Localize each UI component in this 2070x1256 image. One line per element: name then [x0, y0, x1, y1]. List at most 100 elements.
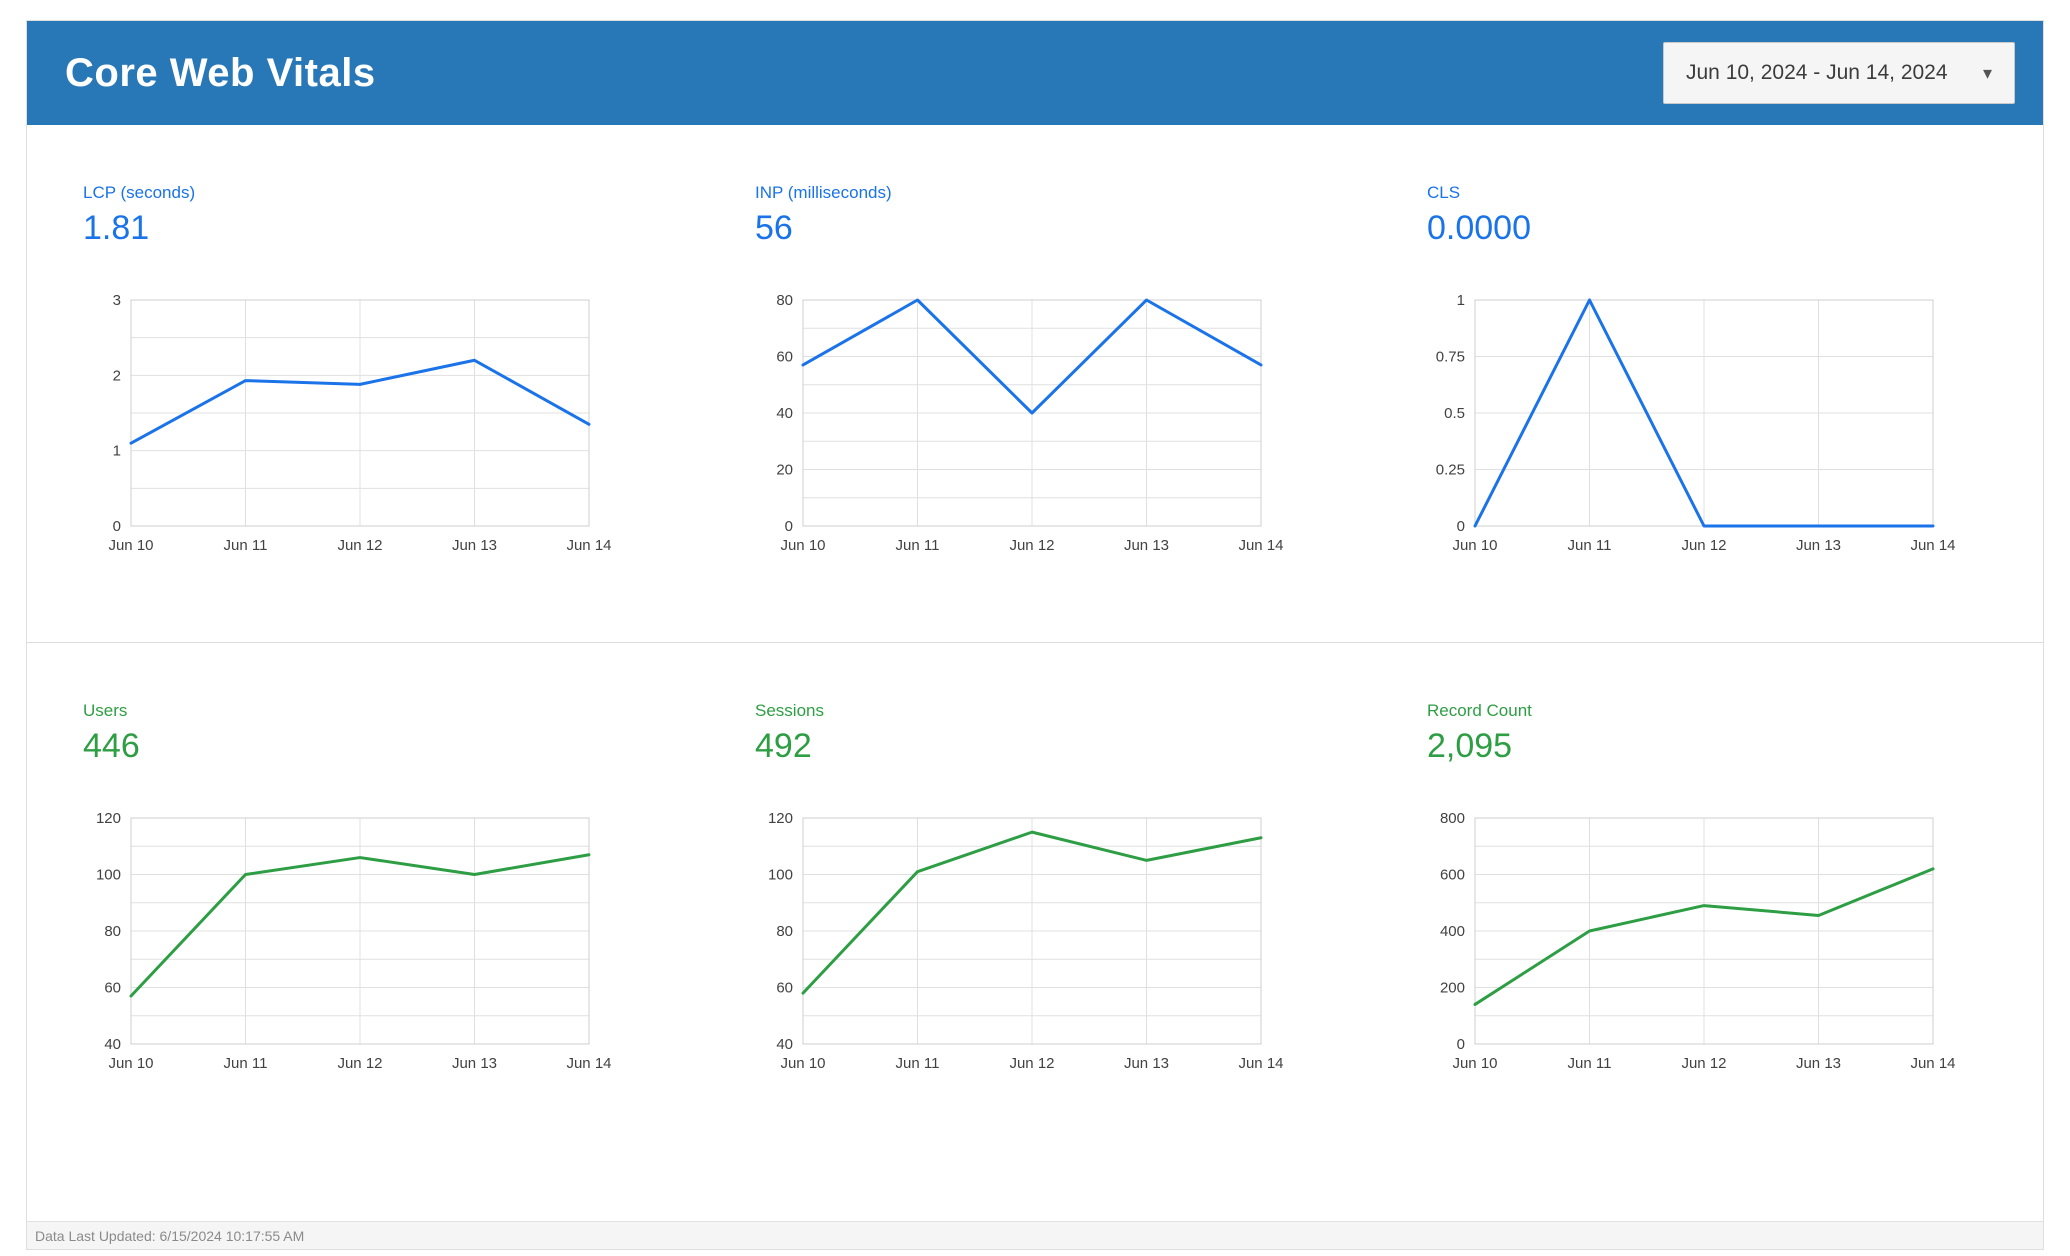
svg-text:2: 2 — [113, 367, 121, 384]
row-divider — [27, 642, 2043, 643]
svg-text:40: 40 — [776, 405, 793, 422]
svg-text:40: 40 — [104, 1036, 121, 1053]
last-updated-text: Data Last Updated: 6/15/2024 10:17:55 AM — [35, 1227, 305, 1244]
report-title: Core Web Vitals — [65, 50, 376, 95]
report-footer: Data Last Updated: 6/15/2024 10:17:55 AM — [27, 1221, 2043, 1249]
svg-text:80: 80 — [776, 294, 793, 309]
date-range-label: Jun 10, 2024 - Jun 14, 2024 — [1686, 61, 1948, 84]
svg-text:20: 20 — [776, 462, 793, 479]
svg-text:0.25: 0.25 — [1436, 462, 1465, 479]
svg-text:60: 60 — [776, 980, 793, 997]
line-chart[interactable]: 0 0.25 0.5 0.75 1 Jun 10 Jun 11 Jun 12 Jun 13 Jun… — [1427, 292, 1967, 556]
svg-text:600: 600 — [1440, 867, 1465, 884]
metric-value: 56 — [755, 209, 793, 247]
metric-label: Users — [83, 701, 128, 720]
chart-row-2: Users 446 40 60 80 100 120 Jun 10 Jun 11 Jun 12… — [27, 701, 2043, 1074]
metric-label: CLS — [1427, 183, 1461, 202]
svg-text:Jun 11: Jun 11 — [896, 1055, 940, 1072]
svg-text:Jun 14: Jun 14 — [566, 537, 611, 554]
svg-text:Jun 13: Jun 13 — [452, 537, 497, 554]
svg-text:Jun 14: Jun 14 — [1910, 1055, 1955, 1072]
svg-text:100: 100 — [768, 867, 793, 884]
chevron-down-icon: ▾ — [1982, 62, 1992, 83]
svg-text:800: 800 — [1440, 812, 1465, 827]
line-chart-svg: 0 20 40 60 80 Jun 10 Jun 11 Jun 12 Jun 13 Jun 14 — [776, 292, 1283, 554]
svg-text:Jun 10: Jun 10 — [780, 537, 825, 554]
line-chart-svg: 0 1 2 3 Jun 10 Jun 11 Jun 12 Jun 13 Jun 14 — [108, 292, 611, 554]
svg-text:60: 60 — [104, 980, 121, 997]
svg-text:1: 1 — [1457, 294, 1465, 309]
svg-text:400: 400 — [1440, 923, 1465, 940]
svg-text:Jun 14: Jun 14 — [566, 1055, 611, 1072]
chart-card-sessions: Sessions 492 40 60 80 100 120 Jun 10 Jun 11 Jun… — [699, 701, 1371, 1074]
svg-text:Jun 11: Jun 11 — [224, 1055, 268, 1072]
chart-card-lcp: LCP (seconds) 1.81 0 1 2 3 Jun 10 Jun 11 Jun 1… — [27, 183, 699, 556]
metric-label: LCP (seconds) — [83, 183, 196, 202]
svg-text:80: 80 — [776, 923, 793, 940]
metric-value: 2,095 — [1427, 727, 1513, 765]
metric-label: Record Count — [1427, 701, 1532, 720]
svg-text:Jun 13: Jun 13 — [1124, 537, 1169, 554]
svg-text:1: 1 — [113, 443, 121, 460]
metric-value: 1.81 — [83, 209, 150, 247]
svg-text:Jun 10: Jun 10 — [108, 1055, 153, 1072]
svg-text:0: 0 — [1457, 1036, 1465, 1053]
line-chart-svg: 40 60 80 100 120 Jun 10 Jun 11 Jun 12 Jun 13 Jun … — [96, 810, 612, 1072]
svg-text:Jun 10: Jun 10 — [780, 1055, 825, 1072]
svg-text:200: 200 — [1440, 980, 1465, 997]
svg-text:Jun 12: Jun 12 — [1681, 1055, 1726, 1072]
svg-text:0.5: 0.5 — [1444, 405, 1465, 422]
svg-text:Jun 11: Jun 11 — [1568, 1055, 1612, 1072]
svg-text:Jun 10: Jun 10 — [108, 537, 153, 554]
svg-text:0.75: 0.75 — [1436, 349, 1465, 366]
chart-card-cls: CLS 0.0000 0 0.25 0.5 0.75 1 Jun 10 Jun 11 Jun … — [1371, 183, 2043, 556]
svg-text:Jun 11: Jun 11 — [224, 537, 268, 554]
metric-value: 492 — [755, 727, 812, 765]
report-header: Core Web Vitals Jun 10, 2024 - Jun 14, 2… — [27, 21, 2043, 125]
svg-text:Jun 12: Jun 12 — [337, 537, 382, 554]
chart-card-inp: INP (milliseconds) 56 0 20 40 60 80 Jun 10 Jun… — [699, 183, 1371, 556]
line-chart[interactable]: 0 200 400 600 800 Jun 10 Jun 11 Jun 12 Jun 13 Jun… — [1427, 810, 1967, 1074]
svg-text:Jun 14: Jun 14 — [1238, 537, 1283, 554]
svg-text:Jun 11: Jun 11 — [896, 537, 940, 554]
svg-text:0: 0 — [1457, 518, 1465, 535]
svg-text:Jun 13: Jun 13 — [1796, 537, 1841, 554]
svg-text:Jun 12: Jun 12 — [1681, 537, 1726, 554]
line-chart[interactable]: 40 60 80 100 120 Jun 10 Jun 11 Jun 12 Jun 13 Jun … — [755, 810, 1295, 1074]
svg-text:Jun 14: Jun 14 — [1238, 1055, 1283, 1072]
svg-text:Jun 12: Jun 12 — [337, 1055, 382, 1072]
svg-text:Jun 12: Jun 12 — [1009, 1055, 1054, 1072]
line-chart[interactable]: 0 1 2 3 Jun 10 Jun 11 Jun 12 Jun 13 Jun 14 — [83, 292, 623, 556]
svg-text:Jun 14: Jun 14 — [1910, 537, 1955, 554]
svg-text:40: 40 — [776, 1036, 793, 1053]
chart-card-record-count: Record Count 2,095 0 200 400 600 800 Jun 10 Ju… — [1371, 701, 2043, 1074]
chart-row-1: LCP (seconds) 1.81 0 1 2 3 Jun 10 Jun 11 Jun 1… — [27, 183, 2043, 556]
svg-text:0: 0 — [785, 518, 793, 535]
svg-text:Jun 12: Jun 12 — [1009, 537, 1054, 554]
svg-text:60: 60 — [776, 349, 793, 366]
line-chart-svg: 40 60 80 100 120 Jun 10 Jun 11 Jun 12 Jun 13 Jun … — [768, 810, 1284, 1072]
svg-text:0: 0 — [113, 518, 121, 535]
charts-grid: LCP (seconds) 1.81 0 1 2 3 Jun 10 Jun 11 Jun 1… — [27, 125, 2043, 1221]
line-chart[interactable]: 0 20 40 60 80 Jun 10 Jun 11 Jun 12 Jun 13 Jun 14 — [755, 292, 1295, 556]
svg-text:Jun 10: Jun 10 — [1452, 537, 1497, 554]
svg-text:Jun 13: Jun 13 — [1796, 1055, 1841, 1072]
line-chart[interactable]: 40 60 80 100 120 Jun 10 Jun 11 Jun 12 Jun 13 Jun … — [83, 810, 623, 1074]
svg-text:Jun 11: Jun 11 — [1568, 537, 1612, 554]
line-chart-svg: 0 200 400 600 800 Jun 10 Jun 11 Jun 12 Jun 13 Jun… — [1440, 810, 1956, 1072]
metric-label: INP (milliseconds) — [755, 183, 892, 202]
svg-text:120: 120 — [96, 812, 121, 827]
date-range-picker[interactable]: Jun 10, 2024 - Jun 14, 2024 ▾ — [1663, 42, 2015, 104]
svg-text:3: 3 — [113, 294, 121, 309]
svg-text:80: 80 — [104, 923, 121, 940]
svg-text:100: 100 — [96, 867, 121, 884]
report-canvas: Core Web Vitals Jun 10, 2024 - Jun 14, 2… — [26, 20, 2044, 1250]
svg-text:Jun 10: Jun 10 — [1452, 1055, 1497, 1072]
svg-text:Jun 13: Jun 13 — [452, 1055, 497, 1072]
metric-value: 446 — [83, 727, 140, 765]
metric-label: Sessions — [755, 701, 824, 720]
svg-text:Jun 13: Jun 13 — [1124, 1055, 1169, 1072]
chart-card-users: Users 446 40 60 80 100 120 Jun 10 Jun 11 Jun 12… — [27, 701, 699, 1074]
metric-value: 0.0000 — [1427, 209, 1531, 247]
line-chart-svg: 0 0.25 0.5 0.75 1 Jun 10 Jun 11 Jun 12 Jun 13 Jun… — [1436, 292, 1956, 554]
